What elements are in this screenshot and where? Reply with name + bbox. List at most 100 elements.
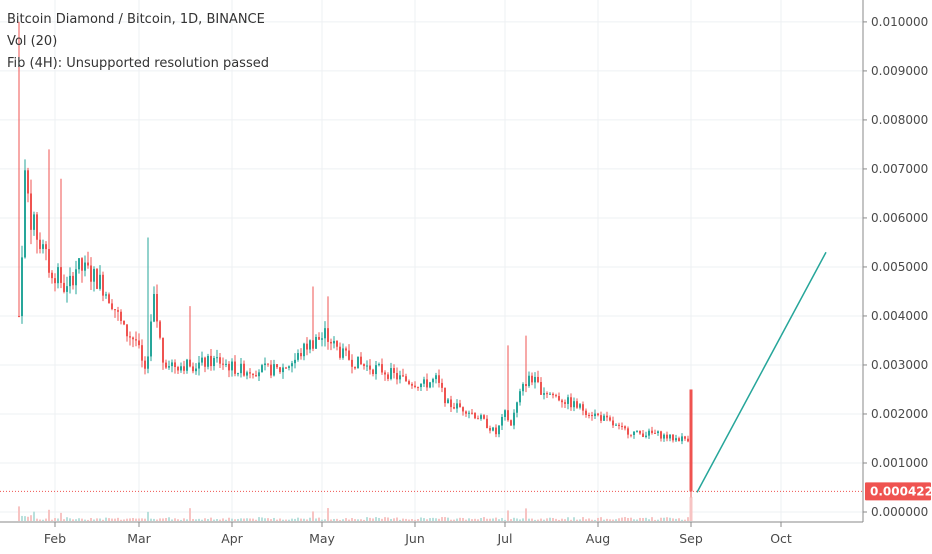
- volume-bars: [18, 497, 693, 521]
- volume-bar: [420, 517, 422, 521]
- candle-body: [375, 365, 377, 375]
- final-candle-body: [689, 389, 693, 492]
- volume-bar: [297, 517, 299, 521]
- volume-bar: [678, 518, 680, 521]
- candle-body: [204, 357, 206, 367]
- y-tick-label: 0.005000: [871, 260, 928, 274]
- candle-body: [504, 410, 506, 417]
- volume-bar: [264, 518, 266, 521]
- volume-bar: [423, 518, 425, 521]
- candle-body: [306, 343, 308, 350]
- volume-bar: [345, 518, 347, 521]
- volume-bar: [63, 519, 65, 521]
- volume-bar: [534, 519, 536, 521]
- candle-body: [582, 404, 584, 411]
- candle-body: [570, 397, 572, 408]
- volume-bar: [111, 518, 113, 521]
- candle-body: [132, 337, 134, 340]
- candle-body: [447, 399, 449, 404]
- volume-indicator-label[interactable]: Vol (20): [7, 34, 58, 49]
- candle-body: [339, 346, 341, 358]
- volume-bar: [381, 518, 383, 521]
- candle-body: [606, 415, 608, 418]
- volume-bar: [672, 518, 674, 521]
- candle-body: [297, 353, 299, 360]
- volume-bar: [69, 518, 71, 521]
- candle-body: [255, 375, 257, 377]
- candle-body: [390, 368, 392, 379]
- candle-body: [444, 387, 446, 404]
- candle-body: [561, 400, 563, 403]
- volume-bar: [459, 517, 461, 521]
- candle-body: [42, 244, 44, 249]
- candle-body: [198, 362, 200, 369]
- volume-bar: [426, 519, 428, 521]
- candle-body: [528, 375, 530, 387]
- volume-bar: [222, 518, 224, 521]
- candle-body: [591, 415, 593, 417]
- candle-body: [321, 338, 323, 340]
- volume-bar: [528, 518, 530, 521]
- volume-bar: [33, 511, 35, 521]
- candle-body: [231, 361, 233, 371]
- volume-bar: [456, 518, 458, 521]
- volume-bar: [189, 508, 191, 521]
- volume-bar: [117, 517, 119, 521]
- candle-body: [120, 311, 122, 321]
- volume-bar: [417, 519, 419, 521]
- candle-body: [600, 415, 602, 421]
- volume-bar: [465, 519, 467, 521]
- last-price-label: 0.000422: [870, 484, 932, 498]
- volume-bar: [519, 519, 521, 521]
- volume-bar: [249, 518, 251, 521]
- final-volume-bar: [689, 497, 693, 521]
- candle-body: [342, 348, 344, 358]
- volume-bar: [114, 518, 116, 521]
- candle-body: [96, 268, 98, 289]
- volume-bar: [174, 518, 176, 521]
- candle-body: [489, 428, 491, 431]
- volume-bar: [183, 518, 185, 521]
- volume-bar: [78, 518, 80, 521]
- candle-body: [639, 430, 641, 434]
- volume-bar: [348, 519, 350, 521]
- volume-bar: [498, 519, 500, 521]
- volume-bar: [657, 519, 659, 521]
- volume-bar: [135, 518, 137, 521]
- candle-body: [471, 412, 473, 414]
- candle-body: [222, 363, 224, 365]
- volume-bar: [558, 519, 560, 521]
- candle-body: [168, 366, 170, 368]
- volume-bar: [516, 518, 518, 521]
- volume-bar: [606, 518, 608, 521]
- candle-body: [90, 265, 92, 282]
- candle-body: [669, 434, 671, 439]
- candle-body: [309, 340, 311, 350]
- volume-bar: [549, 517, 551, 521]
- y-tick-label: 0.002000: [871, 407, 928, 421]
- candle-body: [348, 350, 350, 360]
- volume-bar: [141, 518, 143, 521]
- chart-title: Bitcoin Diamond / Bitcoin, 1D, BINANCE: [7, 12, 265, 27]
- fib-indicator-label[interactable]: Fib (4H): Unsupported resolution passed: [7, 56, 269, 71]
- candle-body: [399, 375, 401, 380]
- volume-bar: [642, 517, 644, 521]
- volume-bar: [159, 518, 161, 521]
- volume-bar: [654, 519, 656, 521]
- candle-body: [576, 401, 578, 408]
- candle-body: [393, 368, 395, 373]
- volume-bar: [366, 517, 368, 521]
- volume-bar: [321, 519, 323, 521]
- candle-body: [615, 424, 617, 426]
- candle-body: [429, 382, 431, 388]
- volume-bar: [396, 517, 398, 521]
- candle-body: [465, 411, 467, 414]
- last-price-tag: [865, 482, 931, 501]
- volume-bar: [510, 519, 512, 521]
- candle-body: [516, 402, 518, 413]
- volume-bar: [270, 519, 272, 521]
- candle-body: [558, 396, 560, 401]
